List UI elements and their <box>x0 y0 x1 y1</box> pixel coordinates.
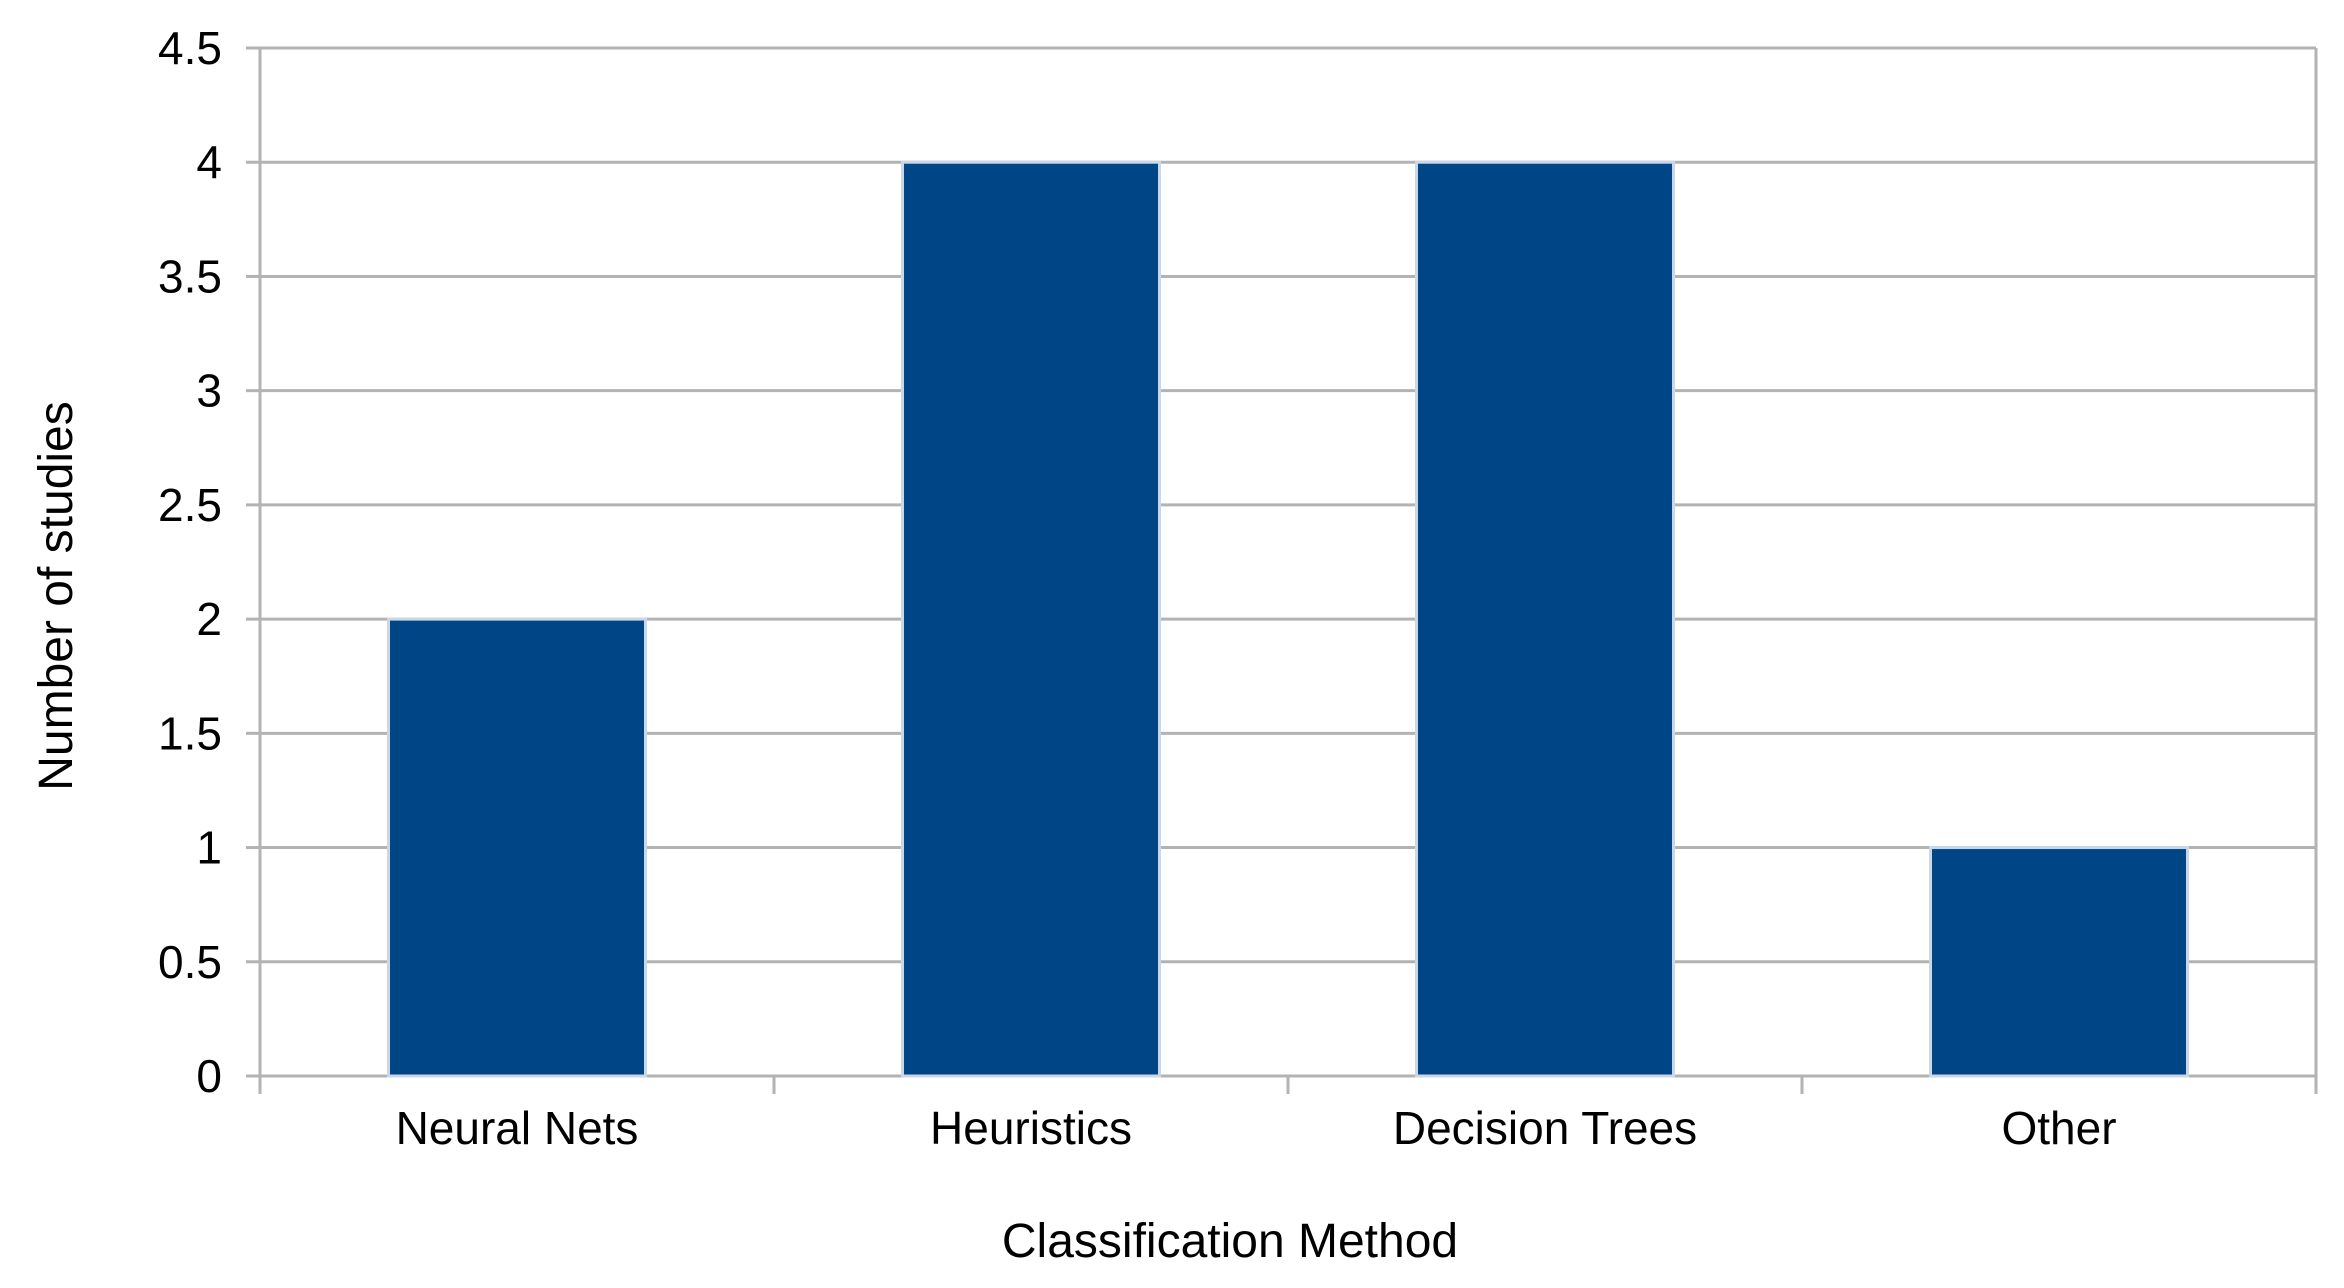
bars <box>387 160 2189 1078</box>
bar-other <box>1929 846 2189 1078</box>
y-tick-label: 1 <box>196 822 222 874</box>
y-tick-label: 3.5 <box>158 250 222 302</box>
bar-heuristics <box>901 160 1161 1078</box>
x-axis-title: Classification Method <box>1002 1215 1458 1268</box>
y-tick-label: 4.5 <box>158 22 222 74</box>
x-tick-label: Heuristics <box>930 1102 1132 1154</box>
y-tick-label: 0.5 <box>158 936 222 988</box>
y-tick-label: 0 <box>196 1050 222 1102</box>
y-tick-label: 4 <box>196 136 222 188</box>
x-tick-labels: Neural Nets Heuristics Decision Trees Other <box>396 1102 2117 1154</box>
y-tick-label: 2 <box>196 593 222 645</box>
y-tick-label: 1.5 <box>158 707 222 759</box>
y-tick-label: 3 <box>196 365 222 417</box>
bar-decision-trees <box>1415 160 1675 1078</box>
y-tick-labels: 0 0.5 1 1.5 2 2.5 3 3.5 4 4.5 <box>158 22 222 1102</box>
x-tick-label: Other <box>2001 1102 2116 1154</box>
bar-neural-nets <box>387 617 647 1078</box>
y-tick-label: 2.5 <box>158 479 222 531</box>
x-tick-label: Neural Nets <box>396 1102 639 1154</box>
x-tick-label: Decision Trees <box>1393 1102 1697 1154</box>
y-axis-title: Number of studies <box>30 401 83 791</box>
